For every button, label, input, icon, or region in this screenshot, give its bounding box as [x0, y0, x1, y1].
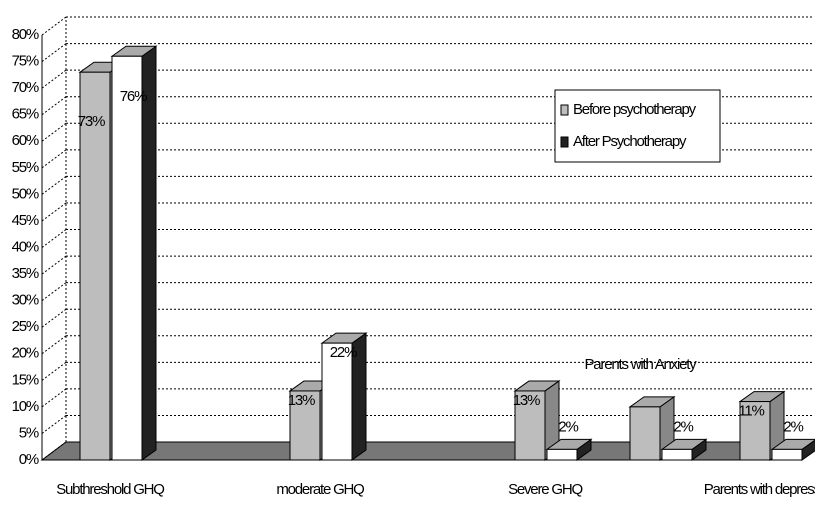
- bar: [110, 45, 158, 461]
- grid-line: [41, 335, 67, 355]
- value-label: 2%: [558, 418, 578, 435]
- y-tick-label: 30%: [12, 292, 39, 309]
- legend-box: [554, 89, 721, 163]
- bar-front: [321, 342, 353, 461]
- grid-line: [41, 308, 67, 328]
- y-tick-label: 45%: [12, 212, 39, 229]
- y-tick-label: 5%: [19, 424, 39, 441]
- y-tick-label: 20%: [12, 345, 39, 362]
- bar: [770, 438, 815, 461]
- bar: [628, 395, 676, 461]
- legend-label: Before psychotherapy: [573, 101, 697, 118]
- y-tick-label: 70%: [12, 79, 39, 96]
- grid-line: [41, 69, 67, 89]
- y-tick-label: 75%: [12, 53, 39, 70]
- grid-line: [41, 415, 67, 434]
- y-tick-label: 15%: [12, 371, 39, 388]
- bar-front: [629, 406, 661, 461]
- x-tick-label: Severe GHQ: [508, 481, 582, 498]
- y-tick-label: 80%: [12, 26, 39, 43]
- x-tick-label: Parents with Anxiety: [584, 356, 697, 373]
- y-tick-label: 50%: [12, 185, 39, 202]
- grid-line: [41, 202, 67, 222]
- bar: [513, 379, 561, 461]
- bar-front: [289, 390, 321, 461]
- bar-front: [111, 55, 143, 461]
- y-tick-label: 55%: [12, 159, 39, 176]
- y-tick-label: 40%: [12, 238, 39, 255]
- value-label: 2%: [783, 418, 803, 435]
- y-tick-label: 65%: [12, 106, 39, 123]
- bar: [320, 332, 368, 461]
- legend-swatch: [560, 136, 569, 148]
- legend-swatch: [560, 104, 569, 116]
- grid-line: [41, 175, 67, 195]
- bar-front: [739, 401, 771, 461]
- y-tick-label: 0%: [19, 451, 39, 468]
- value-label: 76%: [120, 88, 147, 105]
- grid-line: [41, 16, 67, 36]
- bar: [545, 438, 593, 461]
- value-label: 13%: [513, 392, 540, 409]
- value-label: 73%: [78, 113, 105, 130]
- grid-line: [41, 282, 67, 302]
- bar-front: [79, 71, 111, 461]
- grid-line: [41, 122, 67, 142]
- x-tick-label: Subthreshold GHQ: [56, 481, 164, 498]
- grid-line: [41, 149, 67, 169]
- bar: [660, 438, 708, 461]
- grid-line: [41, 229, 67, 248]
- y-tick-label: 35%: [12, 265, 39, 282]
- bar-side: [141, 45, 157, 461]
- bar-front: [661, 448, 693, 461]
- bar-front: [514, 390, 546, 461]
- y-tick-label: 10%: [12, 398, 39, 415]
- x-tick-label: moderate GHQ: [276, 481, 364, 498]
- grid-line: [41, 441, 67, 461]
- grid-line: [41, 255, 67, 275]
- bar-front: [771, 448, 803, 461]
- legend-label: After Psychotherapy: [573, 133, 687, 150]
- y-tick-label: 25%: [12, 318, 39, 335]
- value-label: 13%: [288, 392, 315, 409]
- x-tick-label: Parents with depression: [704, 481, 815, 498]
- value-label: 22%: [330, 344, 357, 361]
- grid-line: [41, 361, 67, 381]
- grid-line: [41, 43, 67, 62]
- value-label: 2%: [673, 418, 693, 435]
- grid-line: [41, 388, 67, 408]
- bar-front: [546, 448, 578, 461]
- grid-line: [41, 96, 67, 116]
- y-tick-label: 60%: [12, 132, 39, 149]
- value-label: 11%: [738, 403, 764, 420]
